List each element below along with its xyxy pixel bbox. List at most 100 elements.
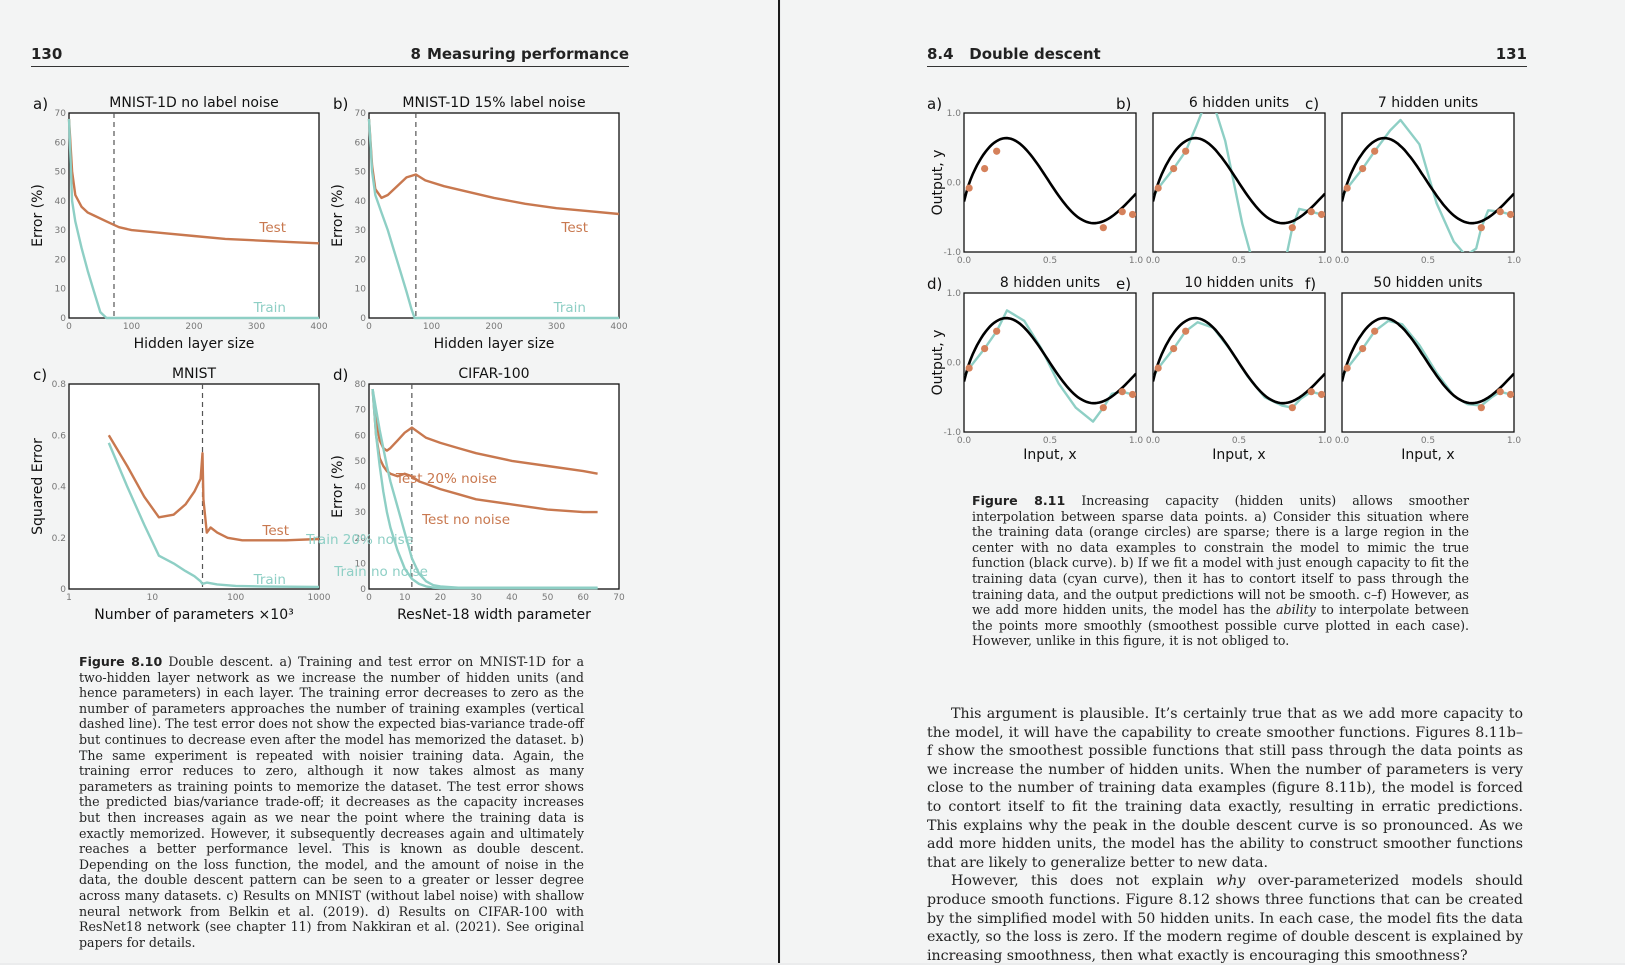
running-head-right: 8.4 Double descent 131 [927,45,1527,67]
x-axis-label: Hidden layer size [434,336,555,352]
y-tick-label: 0.0 [947,359,962,369]
fitted-function-line [1342,118,1514,252]
section-title: Double descent [969,45,1101,63]
plot-content [964,309,1136,423]
x-tick-label: 0.5 [1232,256,1246,266]
panel-label: e) [1116,275,1131,293]
training-data-point [1288,404,1296,412]
y-tick-label: 20 [355,255,367,265]
series-label: Test [258,220,286,236]
x-tick-label: 1 [66,593,72,603]
x-tick-label: 70 [613,593,625,603]
plot-area [68,383,320,590]
x-tick-label: 1.0 [1129,256,1144,266]
training-data-point [993,327,1001,335]
y-tick-label: 0.4 [52,483,67,493]
series-label: Test no noise [421,512,510,528]
left-page: 130 8 Measuring performance 0 100 200 300 400… [0,0,779,963]
chapter-title: Measuring performance [426,45,629,63]
training-data-point [1182,147,1190,155]
training-data-point [965,364,973,372]
paragraph-2: However, this does not explain why over-… [927,872,1523,965]
training-data-point [1128,210,1136,219]
y-tick-label: 60 [55,138,67,148]
training-data-point [1182,327,1190,335]
chart-title: 10 hidden units [1184,275,1293,291]
x-tick-label: 0.0 [1146,256,1161,266]
training-data-point [1477,224,1485,232]
panel-label: c) [33,366,47,384]
plot-area [368,112,620,319]
chart-title: MNIST [172,366,217,382]
series-label: Train no noise [333,564,428,580]
caption-label: Figure 8.11 [972,493,1066,508]
x-tick-label: 0 [66,322,72,332]
y-tick-label: 30 [355,508,367,518]
training-data-point [1099,404,1107,412]
chapter-number: 8 [410,45,421,63]
x-axis-label: ResNet-18 width parameter [397,607,591,623]
y-axis-label: Error (%) [30,184,46,247]
plot-content [1342,316,1514,412]
y-tick-label: 40 [355,483,367,493]
plot-content [1153,316,1325,412]
x-tick-label: 0.5 [1043,256,1057,266]
x-tick-label: 100 [227,593,244,603]
x-tick-label: 300 [548,322,565,332]
x-tick-label: 1000 [308,593,331,603]
y-tick-label: 70 [355,406,367,416]
x-tick-label: 200 [485,322,502,332]
chart-title: 50 hidden units [1373,275,1482,291]
series-line-train [107,442,320,589]
x-axis-label: Input, x [1401,447,1454,463]
chapter-heading: 8 Measuring performance [405,45,629,63]
true-function-line [1153,136,1325,225]
training-data-point [1317,210,1325,219]
running-head-left: 130 8 Measuring performance [31,45,629,67]
training-data-point [1496,388,1504,396]
training-data-point [1118,388,1126,396]
panel-label: b) [333,95,348,113]
y-tick-label: 10 [355,559,367,569]
x-tick-label: 100 [123,322,140,332]
y-tick-label: 40 [55,197,67,207]
y-tick-label: 30 [355,226,367,236]
series-label: Train 20% noise [305,532,413,548]
caption-emphasis: ability [1276,602,1316,618]
training-data-point [1343,364,1351,372]
y-tick-label: 50 [355,168,367,178]
training-data-point [1288,224,1296,232]
true-function-line [1342,136,1514,225]
panel-label: d) [927,275,942,293]
training-data-point [1170,345,1178,353]
x-tick-label: 1.0 [1507,436,1522,446]
training-data-point [1317,390,1325,399]
training-data-point [1371,147,1379,155]
training-data-point [1359,345,1367,353]
x-tick-label: 20 [435,593,447,603]
training-data-point [1154,184,1162,192]
caption-text-pre: Increasing capacity (hidden units) allow… [972,493,1469,618]
y-tick-label: 1.0 [947,289,962,299]
series-line-test [67,118,320,245]
series-line-train [67,118,319,320]
chart-title: 8 hidden units [1000,275,1100,291]
chart-title: MNIST-1D 15% label noise [402,95,585,111]
figure-8-11: 0.0 0.5 1.0-1.00.01.0a)Output, y0.0 0.5 1.06… [927,95,1522,463]
y-tick-label: 0 [60,314,66,324]
training-data-point [1496,208,1504,216]
training-data-point [1154,364,1162,372]
x-tick-label: 0.5 [1421,436,1435,446]
book-gutter [778,0,780,963]
y-tick-label: 70 [355,109,367,119]
training-data-point [981,345,989,353]
training-data-point [1371,327,1379,335]
x-axis-label: Hidden layer size [134,336,255,352]
page-number: 131 [1495,45,1527,63]
true-function-line [1153,316,1325,405]
series-line-test [107,434,320,542]
series-label: Test 20% noise [395,471,497,487]
x-tick-label: 0 [366,322,372,332]
y-tick-label: 50 [355,457,367,467]
y-tick-label: 50 [55,168,67,178]
